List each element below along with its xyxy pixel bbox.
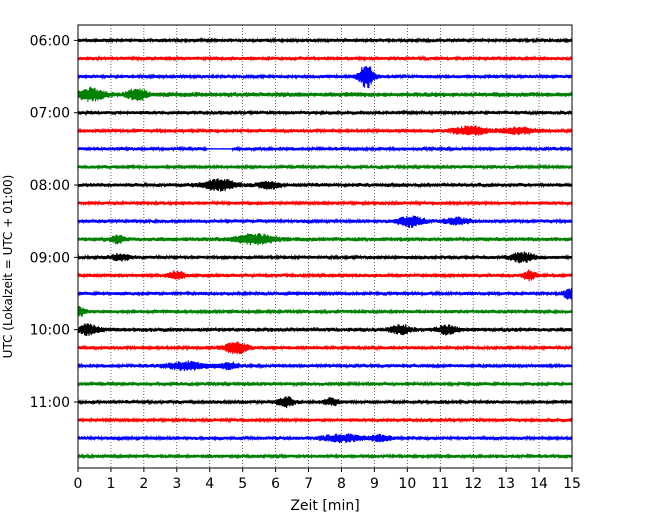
seismic-trace [77, 360, 573, 372]
x-tick-label: 10 [398, 476, 416, 492]
seismic-trace [77, 145, 573, 153]
x-tick-label: 0 [74, 476, 83, 492]
x-tick-label: 12 [464, 476, 482, 492]
x-tick-label: 14 [530, 476, 548, 492]
x-tick-label: 6 [271, 476, 280, 492]
seismic-trace [77, 178, 573, 192]
x-tick-label: 9 [370, 476, 379, 492]
y-tick-label: 06:00 [30, 33, 70, 49]
y-tick-label: 11:00 [30, 395, 70, 411]
grid-lines [110, 25, 540, 468]
seismic-trace [77, 323, 573, 336]
y-tick-label: 10:00 [30, 323, 70, 339]
x-tick-label: 4 [205, 476, 214, 492]
seismic-trace [77, 269, 573, 282]
y-axis-label: UTC (Lokalzeit = UTC + 01:00) [1, 175, 15, 359]
seismic-traces [77, 36, 573, 460]
y-tick-label: 08:00 [30, 178, 70, 194]
seismic-trace [77, 65, 573, 89]
seismic-trace [77, 125, 573, 136]
seismic-trace [77, 416, 573, 424]
seismic-trace [77, 396, 573, 409]
seismic-trace [77, 341, 573, 355]
seismic-trace [77, 452, 573, 460]
seismic-trace [77, 433, 573, 444]
x-tick-label: 15 [563, 476, 581, 492]
y-axis-ticks: 06:00 07:00 08:00 09:00 10:00 11:00 [30, 33, 78, 411]
seismic-trace [77, 380, 573, 388]
x-tick-label: 7 [304, 476, 313, 492]
seismic-trace [77, 55, 573, 62]
x-tick-label: 5 [238, 476, 247, 492]
x-axis-label: Zeit [min] [290, 498, 359, 514]
x-tick-label: 2 [139, 476, 148, 492]
seismic-trace [77, 306, 573, 317]
x-tick-label: 8 [337, 476, 346, 492]
plot-frame [77, 24, 573, 469]
y-tick-label: 07:00 [30, 106, 70, 122]
x-tick-label: 3 [172, 476, 181, 492]
seismic-trace [77, 251, 573, 264]
seismic-trace [77, 215, 573, 228]
x-tick-label: 11 [431, 476, 449, 492]
seismic-trace [77, 109, 573, 117]
seismic-trace [77, 287, 573, 300]
x-tick-label: 1 [106, 476, 115, 492]
seismic-trace [77, 163, 573, 171]
y-tick-label: 09:00 [30, 250, 70, 266]
seismic-trace [77, 36, 573, 44]
x-tick-label: 13 [497, 476, 515, 492]
seismic-trace [77, 233, 573, 246]
x-axis-ticks: 0 1 2 3 4 5 6 7 8 9 10 11 12 13 14 15 [74, 468, 581, 492]
seismic-trace [77, 86, 573, 102]
seismic-trace [77, 199, 573, 207]
